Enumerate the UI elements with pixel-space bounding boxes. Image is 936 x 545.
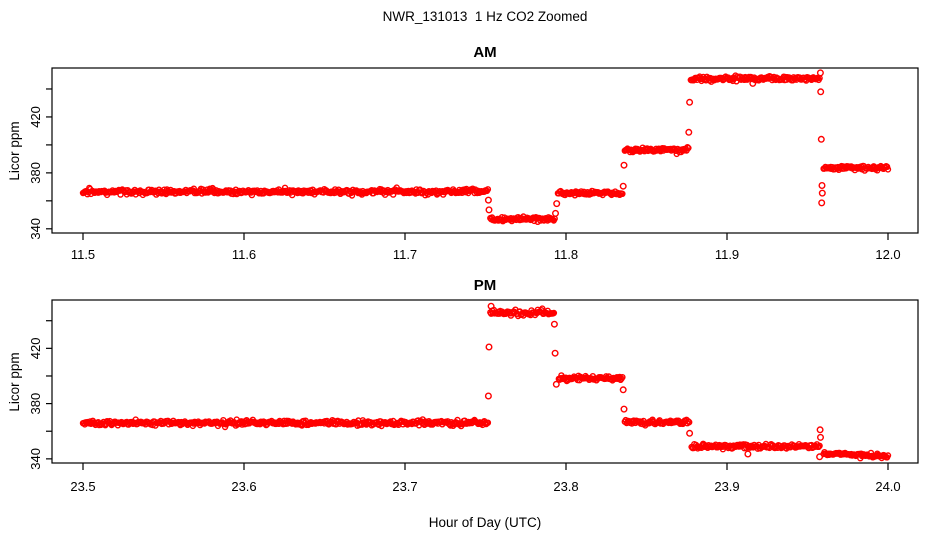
x-tick-label: 11.8 [554,247,578,262]
y-tick-label: 340 [28,218,43,240]
outlier-point [818,189,826,197]
outlier-point [552,380,560,388]
panel-title-am: AM [473,44,496,61]
panel-am: 11.5 11.6 11.7 11.8 11.9 12.0 340 380 420 [28,67,919,262]
x-tick-label: 24.0 [875,479,900,494]
scatter-points-am [79,69,892,226]
outlier-point [685,128,693,136]
outlier-point [686,429,694,437]
outlier-point [816,453,824,461]
x-tick-label: 11.5 [71,247,95,262]
outlier-point [551,349,559,357]
panel-title-pm: PM [474,277,497,294]
outlier-point [553,200,561,208]
outlier-point [818,181,826,189]
x-tick-label: 11.7 [393,247,417,262]
outlier-point [484,392,492,400]
outlier-point [816,426,824,434]
outlier-point [620,161,628,169]
x-tick-label: 11.6 [232,247,256,262]
outlier-point [749,79,757,87]
outlier-point [686,98,694,106]
x-tick-label: 23.5 [70,479,95,494]
y-tick-label: 420 [28,337,43,359]
x-tick-label: 12.0 [875,247,900,262]
data-point [884,166,892,173]
data-point [484,186,492,193]
outlier-point [619,182,627,190]
x-tick-label: 11.9 [715,247,739,262]
data-point [686,419,693,426]
data-point [619,374,626,381]
scatter-points-pm [79,302,892,462]
outlier-point [817,433,825,441]
data-point [685,144,692,152]
outlier-point [744,450,752,458]
data-point [619,190,626,198]
data-point [484,419,492,426]
outlier-point [817,88,825,96]
outlier-point [620,405,628,413]
outlier-point [817,135,825,143]
outlier-point [484,196,492,204]
x-tick-label: 23.9 [714,479,739,494]
data-point [884,452,892,459]
x-tick-label: 23.7 [392,479,417,494]
outlier-point [816,69,824,77]
y-tick-label: 340 [28,448,43,470]
data-point [550,309,558,317]
x-tick-label: 23.8 [553,479,578,494]
y-tick-label: 380 [28,393,43,415]
y-tick-label: 380 [28,162,43,184]
outlier-point [485,343,493,351]
x-axis-label: Hour of Day (UTC) [429,515,542,530]
y-axis-label-pm: Licor ppm [7,352,22,411]
y-tick-label: 420 [28,106,43,128]
outlier-point [818,199,826,207]
plot-box-am [51,67,919,234]
outlier-point [552,209,560,217]
data-point [685,418,692,425]
outlier-point [619,386,627,394]
plot-box-pm [51,299,919,464]
x-tick-label: 23.6 [231,479,256,494]
panel-pm: 23.5 23.6 23.7 23.8 23.9 24.0 340 380 420 [28,299,919,494]
outlier-point [550,320,558,328]
plot-title: NWR_131013 1 Hz CO2 Zoomed [383,9,588,24]
y-axis-label-am: Licor ppm [7,121,22,180]
outlier-point [487,302,495,310]
outlier-point [485,206,493,214]
data-point [816,442,823,449]
